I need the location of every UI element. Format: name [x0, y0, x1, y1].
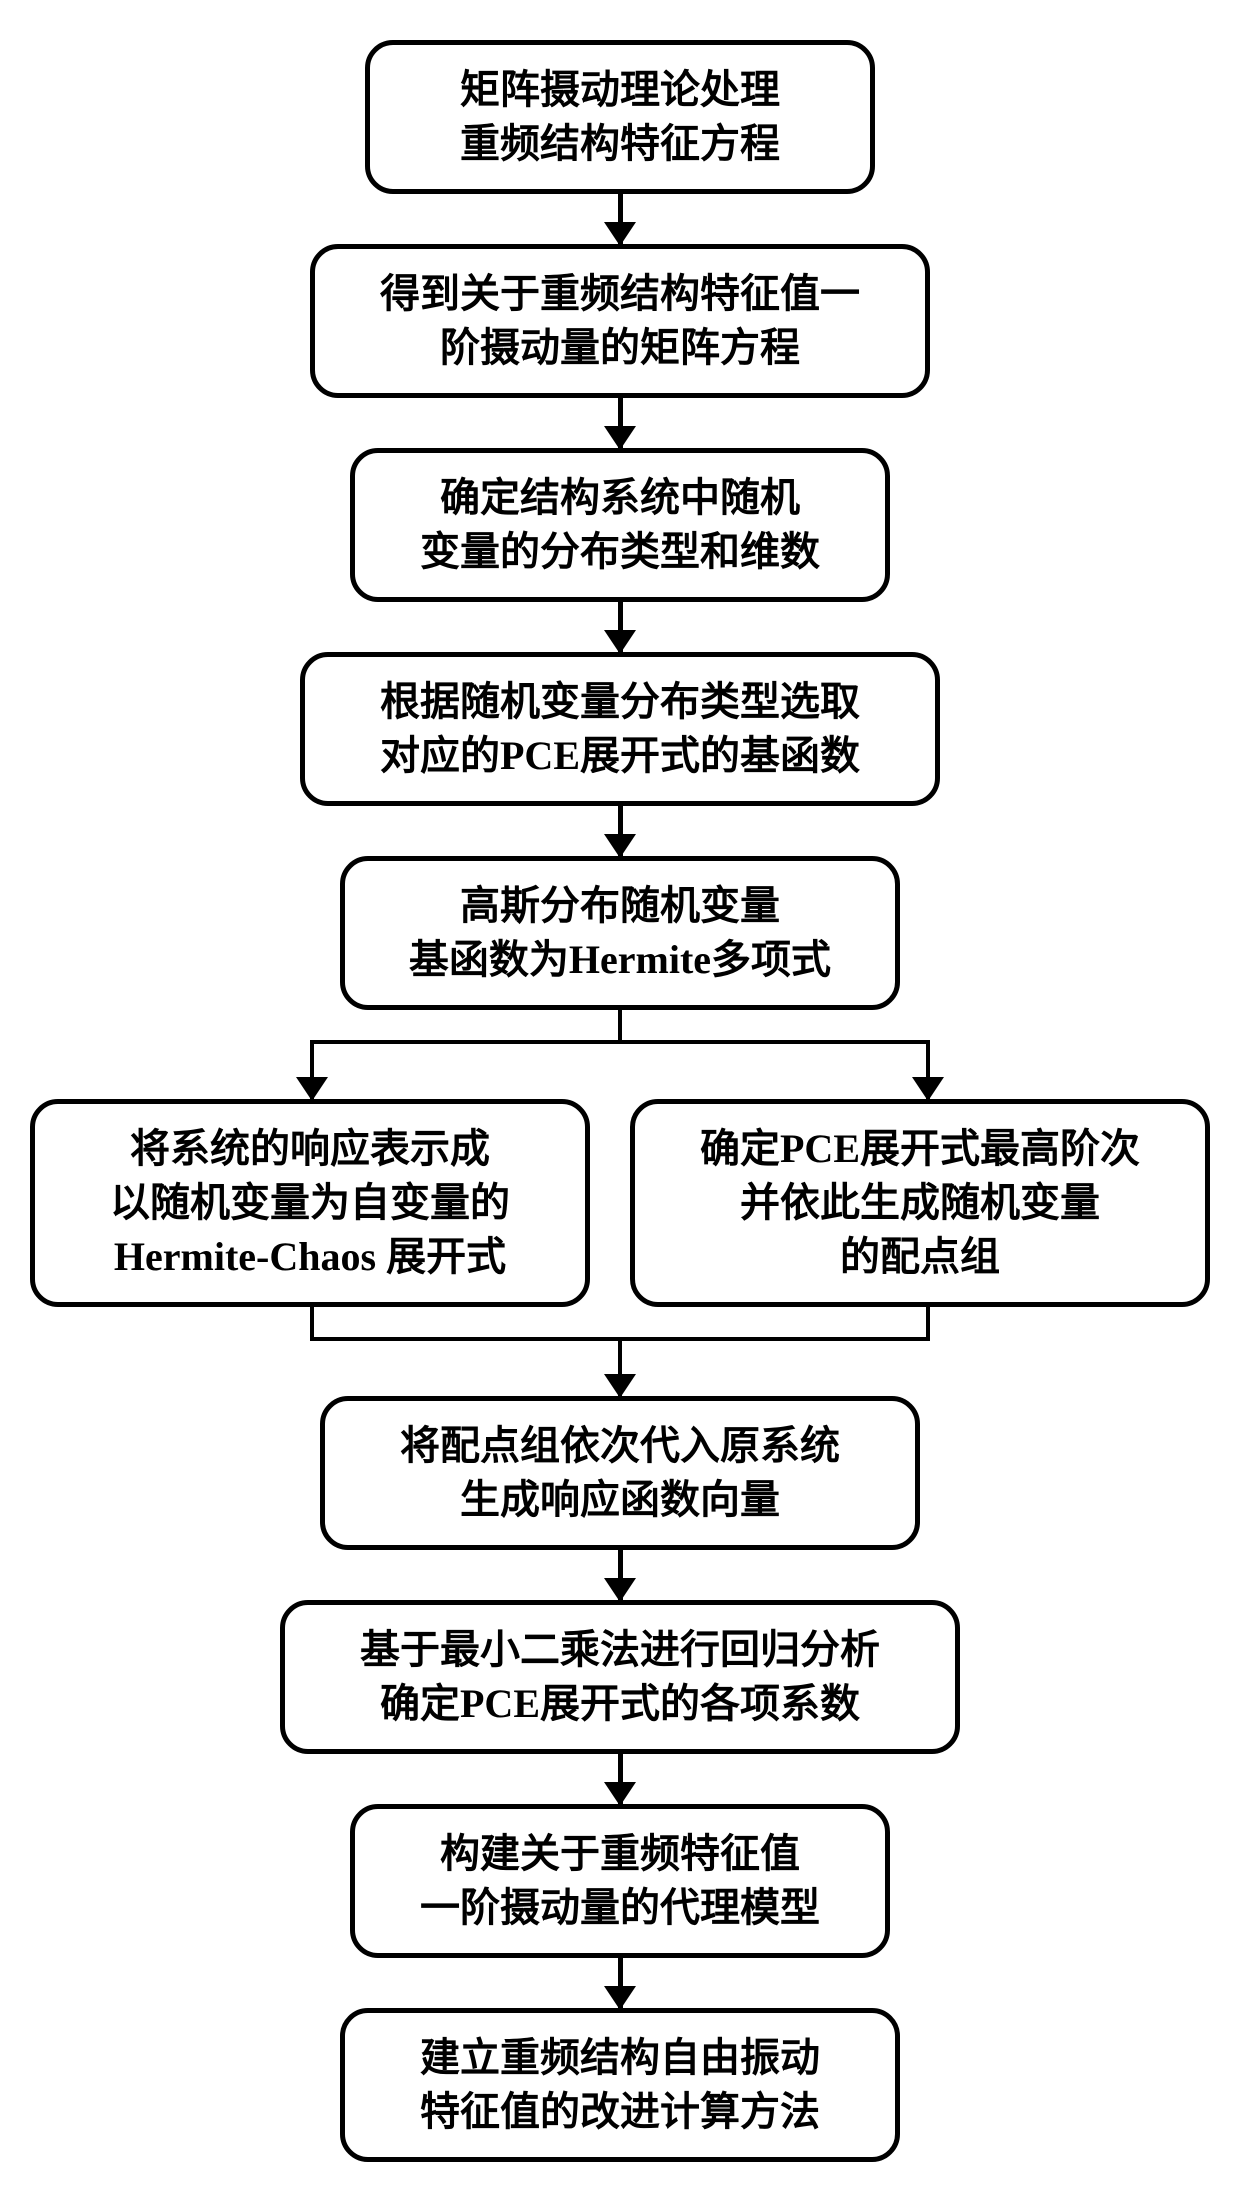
split-drops [310, 1044, 930, 1099]
node-text-line: 重频结构特征方程 [460, 121, 780, 166]
arrow-down [618, 602, 623, 652]
node-text-line: 根据随机变量分布类型选取 [380, 679, 860, 724]
node-text-line: 确定结构系统中随机 [440, 475, 800, 520]
arrow-down [926, 1044, 930, 1099]
connector-line [310, 1307, 314, 1337]
flow-node-n4: 根据随机变量分布类型选取对应的PCE展开式的基函数 [300, 652, 940, 806]
node-text-line: 确定PCE展开式最高阶次 [700, 1126, 1140, 1171]
node-text-line: 基于最小二乘法进行回归分析 [360, 1627, 880, 1672]
node-text-line: 基函数为Hermite多项式 [409, 937, 831, 982]
node-text-line: 建立重频结构自由振动 [420, 2035, 820, 2080]
flow-node-n5: 高斯分布随机变量基函数为Hermite多项式 [340, 856, 900, 1010]
flow-node-n10: 建立重频结构自由振动特征值的改进计算方法 [340, 2008, 900, 2162]
node-text-line: 特征值的改进计算方法 [420, 2089, 820, 2134]
node-text-line: 将系统的响应表示成 [130, 1126, 490, 1171]
node-text-line: 的配点组 [840, 1234, 1000, 1279]
node-text-line: 对应的PCE展开式的基函数 [380, 733, 860, 778]
arrow-down [618, 806, 623, 856]
node-text-line: 生成响应函数向量 [460, 1477, 780, 1522]
node-text-line: 并依此生成随机变量 [740, 1180, 1100, 1225]
arrow-down [618, 1341, 622, 1396]
node-text-line: 阶摄动量的矩阵方程 [440, 325, 800, 370]
node-text-line: 以随机变量为自变量的 [110, 1180, 510, 1225]
flow-node-n3: 确定结构系统中随机变量的分布类型和维数 [350, 448, 890, 602]
connector-line [618, 1010, 622, 1040]
flow-node-n6L: 将系统的响应表示成以随机变量为自变量的 Hermite-Chaos 展开式 [30, 1099, 590, 1307]
arrow-down [618, 194, 623, 244]
node-text-line: 将配点组依次代入原系统 [400, 1423, 840, 1468]
arrow-down [618, 398, 623, 448]
node-text-line: 得到关于重频结构特征值一 [380, 271, 860, 316]
flow-node-n6R: 确定PCE展开式最高阶次并依此生成随机变量的配点组 [630, 1099, 1210, 1307]
flow-node-n7: 将配点组依次代入原系统生成响应函数向量 [320, 1396, 920, 1550]
flow-node-n8: 基于最小二乘法进行回归分析确定PCE展开式的各项系数 [280, 1600, 960, 1754]
node-text-line: 矩阵摄动理论处理 [460, 67, 780, 112]
flow-node-n2: 得到关于重频结构特征值一阶摄动量的矩阵方程 [310, 244, 930, 398]
flow-node-n1: 矩阵摄动理论处理重频结构特征方程 [365, 40, 875, 194]
arrow-down [618, 1958, 623, 2008]
arrow-down [618, 1550, 623, 1600]
node-text-line: 一阶摄动量的代理模型 [420, 1885, 820, 1930]
node-text-line: 确定PCE展开式的各项系数 [380, 1681, 860, 1726]
flow-node-n9: 构建关于重频特征值一阶摄动量的代理模型 [350, 1804, 890, 1958]
arrow-down [310, 1044, 314, 1099]
split-section: 将系统的响应表示成以随机变量为自变量的 Hermite-Chaos 展开式 确定PC… [20, 1010, 1220, 1396]
arrow-down [618, 1754, 623, 1804]
parallel-nodes-row: 将系统的响应表示成以随机变量为自变量的 Hermite-Chaos 展开式 确定PC… [20, 1099, 1220, 1307]
connector-line [926, 1307, 930, 1337]
node-text-line: 变量的分布类型和维数 [420, 529, 820, 574]
node-text-line: Hermite-Chaos 展开式 [114, 1234, 506, 1279]
node-text-line: 高斯分布随机变量 [460, 883, 780, 928]
merge-stubs [310, 1307, 930, 1337]
node-text-line: 构建关于重频特征值 [440, 1831, 800, 1876]
